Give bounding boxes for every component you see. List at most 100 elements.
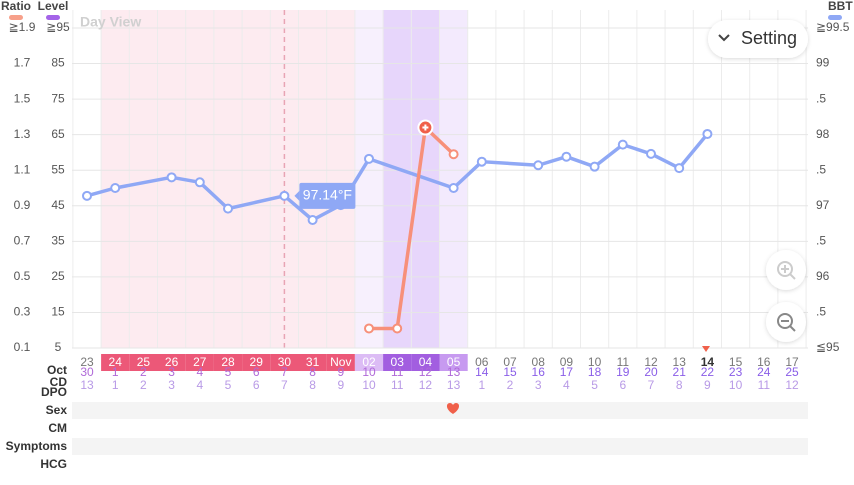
dpo-value: 1 — [112, 378, 119, 392]
y-tick-label: 55 — [51, 162, 65, 176]
dpo-value: 9 — [337, 378, 344, 392]
row-label: DPO — [41, 385, 67, 399]
zoom-out[interactable] — [766, 302, 806, 342]
x-tick-label: 30 — [278, 355, 292, 369]
dpo-value: 8 — [309, 378, 316, 392]
setting-bg[interactable] — [708, 20, 808, 58]
axis-label: Ratio — [1, 0, 31, 13]
y-tick-label: 1.1 — [14, 162, 31, 176]
cd-value: 4 — [196, 365, 203, 379]
y-tick-label: .5 — [816, 305, 826, 319]
y-tick-label: ≧1.9 — [9, 20, 36, 34]
date-pill — [298, 354, 327, 371]
tooltip-pointer — [294, 190, 300, 201]
cd-value: 1 — [112, 365, 119, 379]
cd-value: 2 — [140, 365, 147, 379]
date-pill — [326, 354, 355, 371]
y-tick-label: 97 — [816, 198, 830, 212]
cd-value: 30 — [80, 365, 94, 379]
y-tick-label: 25 — [51, 269, 65, 283]
tooltip-label: 97.14°F — [303, 187, 352, 203]
zoom-icon — [777, 313, 793, 329]
data-point — [448, 183, 459, 193]
zoom-in[interactable] — [766, 250, 806, 290]
cd-value: 15 — [503, 365, 517, 379]
tooltip-bg — [299, 182, 356, 209]
x-tick-label: 14 — [701, 355, 715, 369]
setting-label[interactable]: Setting — [741, 28, 797, 48]
dpo-value: 8 — [676, 378, 683, 392]
y-tick-label: 98 — [816, 127, 830, 141]
marks-layer: 97.14°F — [82, 119, 713, 334]
row-label: HCG — [40, 457, 67, 471]
y-tick-label: 5 — [55, 340, 62, 354]
dpo-value: 5 — [225, 378, 232, 392]
data-point — [364, 153, 374, 164]
background-layer — [72, 10, 808, 455]
date-pill — [157, 354, 186, 371]
dpo-value: 10 — [729, 378, 743, 392]
series-line — [369, 125, 455, 331]
x-tick-label: 28 — [221, 355, 235, 369]
data-point — [110, 183, 121, 193]
dpo-value: 12 — [785, 378, 799, 392]
date-pill — [129, 354, 158, 371]
data-point — [307, 215, 318, 225]
date-pill — [101, 354, 130, 371]
data-point — [589, 161, 600, 172]
data-point — [279, 190, 290, 201]
cd-value: 5 — [225, 365, 232, 379]
row-label: Symptoms — [6, 439, 68, 453]
cd-value: 13 — [447, 365, 461, 379]
x-tick-label: 02 — [362, 355, 376, 369]
x-tick-label: 10 — [588, 355, 602, 369]
row-label: Sex — [46, 403, 68, 417]
log-row-bg — [72, 438, 808, 455]
date-pill — [185, 354, 214, 371]
x-tick-label: 26 — [165, 355, 179, 369]
x-tick-label: 31 — [306, 355, 320, 369]
cd-value: 9 — [337, 365, 344, 379]
cd-value: 16 — [532, 365, 546, 379]
axis-label: Level — [38, 0, 69, 13]
log-row-bg — [72, 402, 808, 419]
data-point — [166, 172, 177, 183]
view-label: Day View — [80, 14, 141, 30]
x-tick-label: 11 — [617, 355, 630, 369]
x-tick-label: 16 — [757, 355, 771, 369]
x-tick-label: 04 — [419, 355, 433, 369]
axis-label: BBT — [828, 0, 853, 13]
axis-swatch — [46, 15, 60, 20]
cd-value: 7 — [281, 365, 288, 379]
x-tick-label: 05 — [447, 355, 461, 369]
dpo-value: 3 — [168, 378, 175, 392]
y-tick-label: 0.5 — [14, 269, 31, 283]
cd-value: 24 — [757, 365, 771, 379]
dpo-value: 6 — [253, 378, 260, 392]
x-tick-label: 17 — [785, 355, 799, 369]
y-tick-label: 15 — [51, 305, 65, 319]
y-tick-label: ≦95 — [816, 340, 840, 354]
cd-value: 11 — [391, 365, 404, 379]
cd-value: 14 — [475, 365, 489, 379]
cd-value: 18 — [588, 365, 602, 379]
chevron-icon — [718, 34, 730, 42]
y-tick-label: 0.1 — [14, 340, 31, 354]
data-point — [702, 128, 713, 139]
setting-button[interactable]: Setting — [708, 20, 808, 58]
dpo-value: 11 — [758, 378, 771, 392]
x-tick-label: 29 — [250, 355, 264, 369]
today-marker — [702, 346, 710, 352]
y-tick-label: 85 — [51, 56, 65, 70]
y-tick-label: 1.5 — [14, 91, 31, 105]
x-tick-label: 27 — [193, 355, 207, 369]
cd-value: 8 — [309, 365, 316, 379]
dpo-value: 9 — [704, 378, 711, 392]
dpo-value: 13 — [80, 378, 94, 392]
y-tick-label: 99 — [816, 56, 830, 70]
dpo-value: 10 — [362, 378, 376, 392]
y-tick-label: .5 — [816, 234, 826, 248]
row-label: CM — [48, 421, 67, 435]
